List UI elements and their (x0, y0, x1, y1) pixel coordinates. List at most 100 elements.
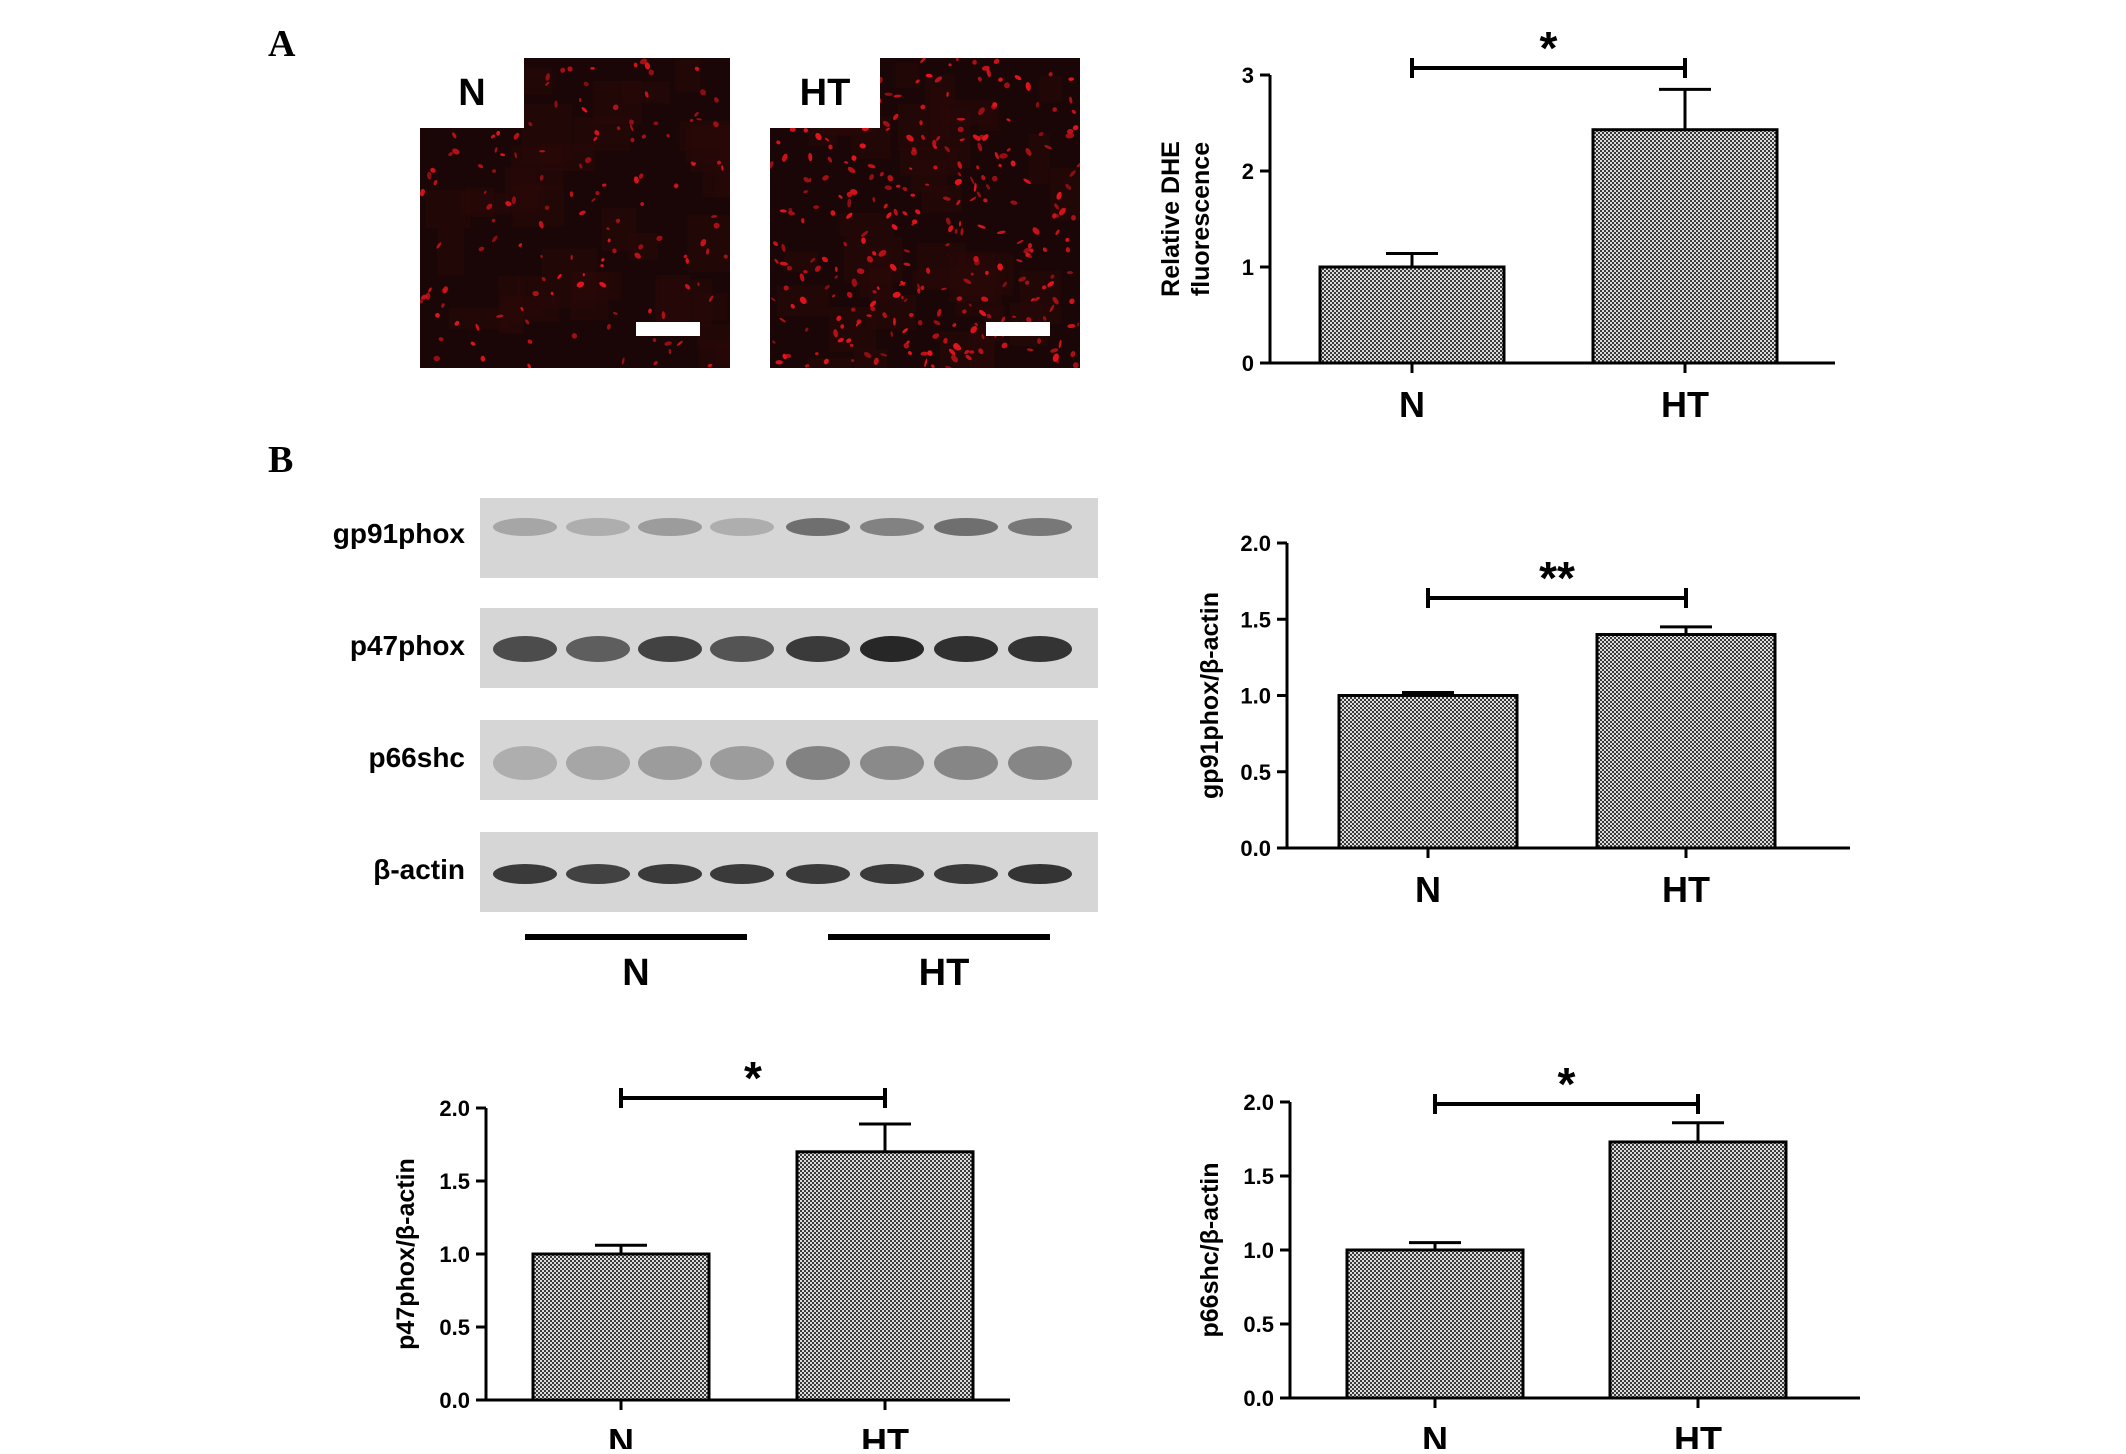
blot-band (710, 518, 774, 536)
blot-band (566, 864, 630, 884)
group-label-n: N (622, 952, 650, 994)
bar-n (1318, 265, 1506, 365)
x-tick-label: N (608, 1421, 634, 1449)
micrograph-n-label: N (420, 58, 524, 128)
blot-band (493, 746, 557, 780)
bar-n (531, 1252, 711, 1402)
y-tick-label: 3 (1242, 63, 1254, 88)
blot-band (638, 636, 702, 662)
blot-band (638, 864, 702, 884)
y-tick-label: 0.0 (1240, 836, 1271, 861)
y-tick-label: 0 (1242, 351, 1254, 376)
y-tick-label: 1 (1242, 255, 1254, 280)
blot-band (860, 864, 924, 884)
blot-label-gp91phox: gp91phox (332, 518, 465, 549)
blot-band (1008, 636, 1072, 662)
blot-band (934, 746, 998, 780)
x-tick-label: N (1399, 384, 1425, 425)
blot-band (638, 746, 702, 780)
chart-dhe-fluorescence: 0 1 2 3 Relative DHE fluorescence N HT * (1150, 20, 1850, 440)
chart-p47phox: 0.0 0.5 1.0 1.5 2.0 p47phox/β-actin N HT * (380, 1050, 1020, 1454)
micrograph-ht: HT (770, 58, 1080, 368)
blot-band (860, 636, 924, 662)
bar-ht (1591, 128, 1779, 365)
y-tick-label: 1.5 (1240, 607, 1271, 632)
x-tick-label: HT (861, 1421, 909, 1449)
blot-strip-p47phox (480, 608, 1098, 688)
x-tick-label: HT (1674, 1419, 1722, 1449)
blot-band (786, 636, 850, 662)
blot-band (786, 746, 850, 780)
chart-svg: 0.0 0.5 1.0 1.5 2.0 p66shc/β-actin N HT * (1196, 1058, 1860, 1454)
panel-letter-b: B (268, 439, 294, 481)
y-tick-label: 0.0 (1243, 1386, 1274, 1411)
y-axis-label: gp91phox/β-actin (1196, 592, 1224, 799)
bar-n (1337, 694, 1519, 850)
micrograph-n: N (420, 58, 730, 368)
y-tick-label: 1.5 (439, 1169, 470, 1194)
x-tick-label: HT (1662, 869, 1710, 910)
blot-label-p47phox: p47phox (349, 630, 465, 661)
blot-band (934, 518, 998, 536)
y-tick-label: 0.0 (439, 1388, 470, 1413)
y-axis-label: p66shc/β-actin (1196, 1162, 1224, 1337)
group-line-n (525, 934, 747, 940)
blot-band (638, 518, 702, 536)
blot-band (1008, 864, 1072, 884)
blot-band (786, 518, 850, 536)
y-axis-label: Relative DHE (1157, 141, 1185, 297)
blot-band (710, 746, 774, 780)
chart-svg: 0 1 2 3 Relative DHE fluorescence N HT * (1157, 22, 1835, 425)
y-tick-label: 2.0 (1243, 1090, 1274, 1115)
blot-strip-p66shc (480, 720, 1098, 800)
significance-marker: ** (1539, 552, 1575, 604)
blot-band (934, 864, 998, 884)
blot-band (566, 518, 630, 536)
y-tick-label: 0.5 (439, 1315, 470, 1340)
x-tick-label: N (1415, 869, 1441, 910)
y-axis-label: fluorescence (1187, 142, 1215, 296)
blot-strip-gp91phox (480, 498, 1098, 578)
blot-band (566, 746, 630, 780)
y-tick-label: 1.5 (1243, 1164, 1274, 1189)
blot-band (1008, 518, 1072, 536)
panel-letter-a: A (268, 23, 296, 65)
chart-svg: 0.0 0.5 1.0 1.5 2.0 p47phox/β-actin N HT * (392, 1052, 1010, 1454)
y-tick-label: 0.5 (1243, 1312, 1274, 1337)
blot-strip-beta-actin (480, 832, 1098, 912)
chart-svg: 0.0 0.5 1.0 1.5 2.0 gp91phox/β-actin N HT ** (1196, 531, 1850, 910)
x-tick-label: N (1422, 1419, 1448, 1449)
blot-band (493, 518, 557, 536)
bar-ht (795, 1150, 975, 1402)
blot-band (493, 864, 557, 884)
blot-band (934, 636, 998, 662)
blot-band (860, 746, 924, 780)
group-label-ht: HT (918, 952, 970, 994)
y-tick-label: 1.0 (439, 1242, 470, 1267)
significance-marker: * (1558, 1058, 1576, 1110)
blot-band (710, 864, 774, 884)
chart-gp91phox: 0.0 0.5 1.0 1.5 2.0 gp91phox/β-actin N HT ** (1150, 505, 1850, 925)
scale-bar (986, 322, 1050, 336)
y-tick-label: 2.0 (1240, 531, 1271, 556)
y-axis-label: p47phox/β-actin (392, 1158, 420, 1350)
micrograph-n-cells (420, 58, 730, 368)
y-tick-label: 0.5 (1240, 760, 1271, 785)
bar-n (1345, 1248, 1525, 1400)
blot-label-beta-actin: β-actin (373, 854, 465, 885)
blot-band (1008, 746, 1072, 780)
x-tick-label: HT (1661, 384, 1709, 425)
blot-label-p66shc: p66shc (368, 742, 466, 773)
y-tick-label: 1.0 (1243, 1238, 1274, 1263)
bar-ht (1595, 633, 1777, 850)
micrograph-ht-label: HT (770, 58, 880, 128)
blot-band (786, 864, 850, 884)
y-tick-label: 2.0 (439, 1096, 470, 1121)
chart-p66shc: 0.0 0.5 1.0 1.5 2.0 p66shc/β-actin N HT * (1170, 1050, 1870, 1454)
y-tick-label: 2 (1242, 159, 1254, 184)
bar-ht (1608, 1140, 1788, 1400)
scale-bar (636, 322, 700, 336)
blot-band (710, 636, 774, 662)
y-tick-label: 1.0 (1240, 684, 1271, 709)
significance-marker: * (744, 1052, 762, 1104)
